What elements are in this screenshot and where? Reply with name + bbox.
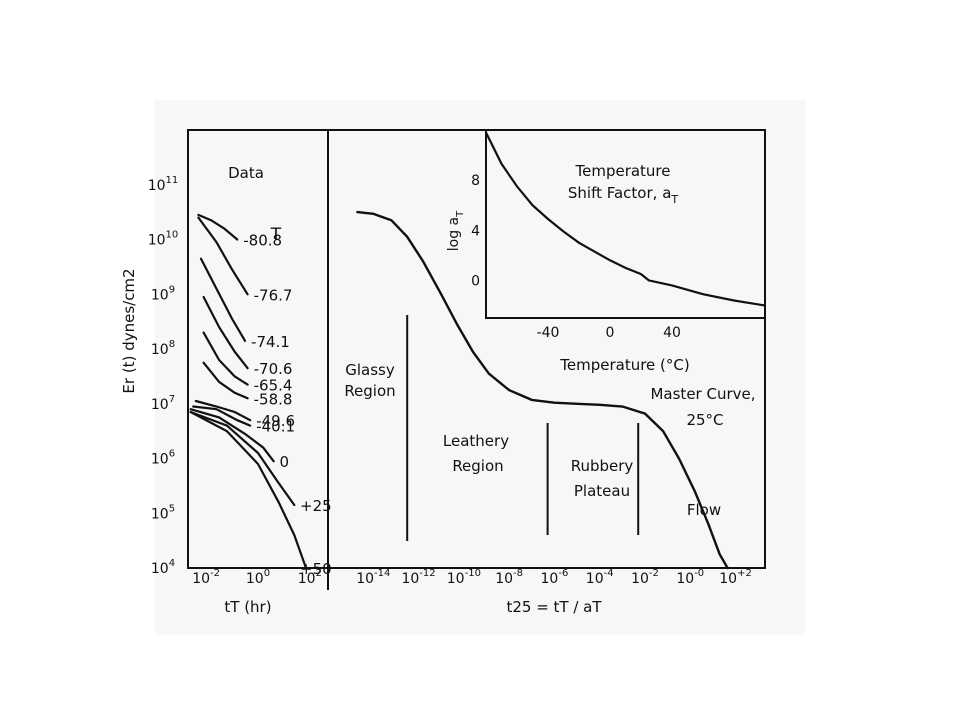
master-curve-label-line2: 25°C [686,411,723,429]
y-tick-label: 109 [151,284,175,303]
data-curve [192,405,252,427]
master-curve-label-line1: Master Curve, [650,385,755,403]
left-y-ticks: 104 105 106 107 108 109 1010 1011 [148,175,179,577]
main-x-axis-label: t25 = tT / aT [506,598,602,616]
main-x-tick-label: 10-12 [401,568,435,587]
y-tick-label: 108 [151,339,175,358]
inset-y-tick-label: 0 [471,273,480,289]
glassy-label-line1: Glassy [345,361,395,379]
leathery-label-line2: Region [452,457,503,475]
y-axis-label: Er (t) dynes/cm2 [120,268,138,393]
temperature-label: -49.6 [256,412,295,430]
inset-x-axis-label: Temperature (°C) [559,356,689,374]
data-curve [189,410,296,507]
y-tick-label: 106 [151,449,175,468]
inset-title-line2: Shift Factor, aT [568,184,679,206]
region-boundaries [406,315,640,541]
main-x-tick-label: 10-10 [447,568,481,587]
temperature-label: +50 [300,560,332,578]
inset-y-tick-label: 8 [471,173,480,189]
temperature-label: -70.6 [254,360,293,378]
left-x-tick-label: 100 [246,568,270,587]
leathery-label-line1: Leathery [443,432,509,450]
main-x-tick-label: 10-0 [676,568,704,587]
rubbery-label-line1: Rubbery [571,457,634,475]
data-curve [197,216,249,296]
left-x-tick-label: 10-2 [192,568,220,587]
y-tick-label: 104 [151,558,175,577]
data-curves [189,213,308,570]
left-x-axis-label: tT (hr) [224,598,271,616]
left-x-ticks: 10-2 100 102 [192,568,322,587]
main-x-tick-label: 10-6 [541,568,569,587]
temperature-label: -76.7 [254,286,293,304]
paper-background [155,100,805,635]
master-curve [356,210,729,570]
data-curve [202,361,249,400]
data-curve [189,408,275,463]
temperature-header: T [270,225,282,245]
data-curve [197,213,239,241]
inset-y-tick-label: 4 [471,223,480,239]
inset-x-tick-label: 0 [606,325,615,341]
data-curve [189,410,308,570]
glassy-label-line2: Region [344,382,395,400]
left-x-tick-label: 102 [298,568,322,587]
master-curve-line [356,210,729,570]
y-tick-label: 107 [151,394,175,413]
outer-frame [187,129,766,569]
inset-x-tick-label: -40 [537,325,560,341]
shift-factor-curve [484,131,767,307]
temperature-label: -74.1 [251,333,290,351]
temperature-label: -40.1 [256,418,295,436]
data-curve [199,257,247,342]
inset-y-axis-label: log aT [446,210,466,251]
main-x-tick-label: 10-2 [631,568,659,587]
y-tick-label: 1010 [148,230,179,249]
flow-label: Flow [687,501,721,519]
data-curve [202,331,249,386]
data-curve [194,399,252,422]
main-x-ticks: 10-14 10-12 10-10 10-8 10-6 10-4 10-2 10-0 10+2 [356,568,752,587]
temperature-label: +25 [300,497,332,515]
inset-frame [485,129,766,319]
inset-x-tick-label: 40 [663,325,681,341]
y-tick-label: 1011 [148,175,179,194]
plot-frame [187,129,766,590]
shift-factor-line [484,131,767,307]
y-tick-label: 105 [151,503,175,522]
temperature-label: -80.8 [243,232,282,250]
main-x-tick-label: 10-14 [356,568,390,587]
main-x-tick-label: 10+2 [719,568,752,587]
inset-title-line1: Temperature [574,162,670,180]
temperature-label: 0 [280,453,290,471]
temperature-label: -58.8 [254,390,293,408]
data-curve [202,295,249,370]
data-panel-label: Data [228,164,264,182]
temperature-labels: -80.8 -76.7 -74.1 -70.6-65.4-58.8 -49.6-40.1… [243,232,331,579]
temperature-label: -65.4 [254,377,293,395]
main-x-tick-label: 10-8 [495,568,523,587]
main-x-tick-label: 10-4 [586,568,614,587]
rubbery-label-line2: Plateau [574,482,630,500]
inset-ticks: -40 0 40 0 4 8 [471,173,681,341]
